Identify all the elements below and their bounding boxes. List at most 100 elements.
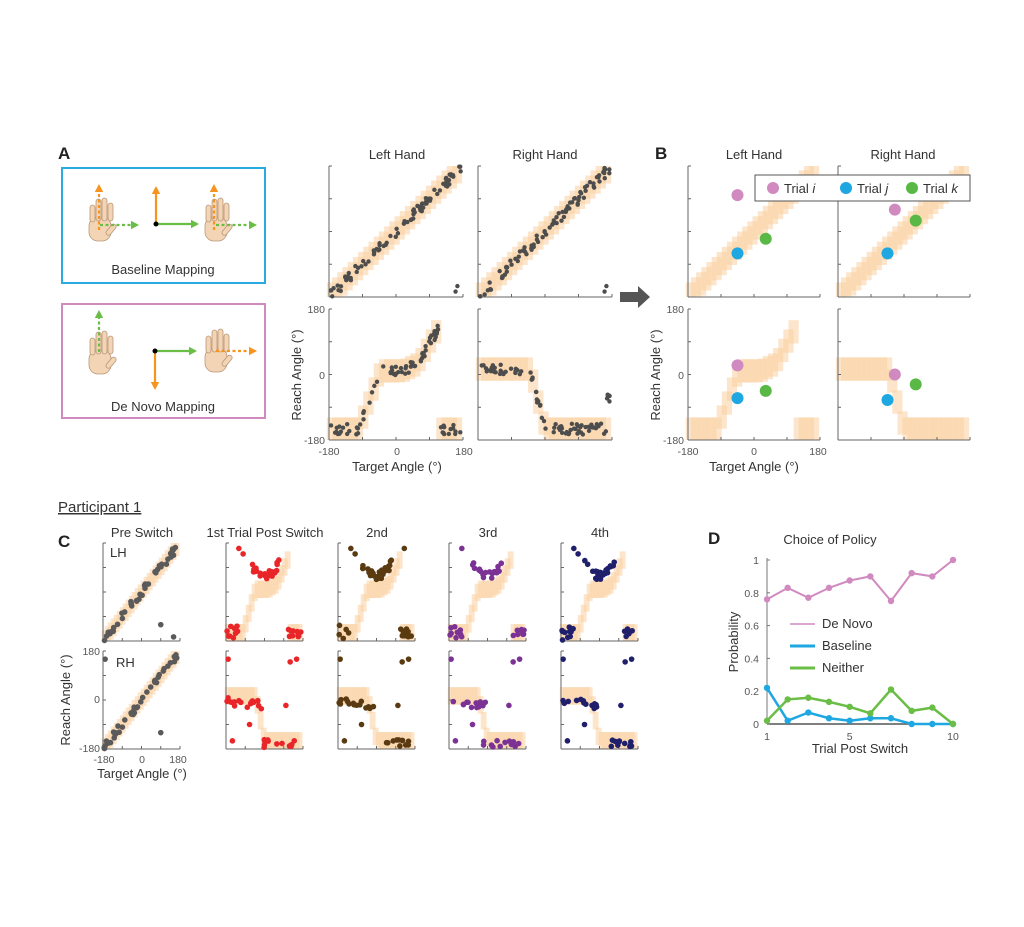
data-point bbox=[515, 367, 520, 373]
d-series-line bbox=[766, 559, 954, 603]
density-cell bbox=[543, 417, 554, 440]
density-cell bbox=[892, 226, 903, 250]
density-heatmap bbox=[685, 320, 820, 440]
data-point bbox=[519, 369, 524, 374]
data-point bbox=[385, 563, 392, 569]
data-point bbox=[115, 723, 121, 729]
data-point bbox=[389, 365, 395, 370]
b-plot-bottom-left bbox=[685, 308, 821, 441]
finger bbox=[205, 335, 212, 354]
finger bbox=[101, 197, 108, 222]
density-cell bbox=[378, 231, 390, 255]
density-cell bbox=[269, 732, 276, 749]
d-data-point bbox=[908, 720, 915, 728]
data-point bbox=[628, 656, 635, 662]
data-point bbox=[554, 220, 559, 226]
d-data-point bbox=[908, 707, 915, 715]
density-cell bbox=[783, 329, 794, 353]
density-cell bbox=[598, 732, 605, 749]
scatter-points bbox=[328, 323, 463, 437]
data-point bbox=[435, 191, 440, 197]
data-point bbox=[408, 364, 414, 369]
density-cell bbox=[726, 377, 738, 401]
data-point bbox=[607, 393, 612, 399]
data-point bbox=[455, 283, 460, 289]
data-point bbox=[397, 743, 403, 749]
density-cell bbox=[685, 417, 697, 440]
data-point bbox=[514, 631, 521, 638]
data-point bbox=[399, 369, 405, 375]
density-cell bbox=[861, 256, 872, 281]
density-cell bbox=[441, 417, 452, 440]
density-cell bbox=[483, 580, 490, 598]
data-point bbox=[231, 625, 238, 632]
density-cell bbox=[798, 417, 809, 440]
data-point bbox=[591, 185, 597, 190]
data-point bbox=[578, 191, 584, 196]
density-cell bbox=[902, 417, 913, 440]
b-ytick-180: 180 bbox=[666, 304, 684, 316]
data-point bbox=[240, 551, 246, 557]
density-cell bbox=[619, 732, 626, 749]
data-point bbox=[152, 677, 158, 684]
data-point bbox=[340, 425, 346, 430]
data-point bbox=[337, 701, 344, 707]
d-data-point bbox=[763, 596, 771, 603]
data-point bbox=[360, 562, 366, 569]
density-cell bbox=[690, 417, 702, 440]
data-point bbox=[534, 237, 540, 242]
data-point bbox=[372, 383, 377, 389]
data-point bbox=[363, 262, 368, 267]
c-xtick-0: 0 bbox=[139, 754, 145, 766]
data-point bbox=[566, 624, 573, 630]
data-point bbox=[236, 545, 242, 552]
density-cell bbox=[953, 417, 965, 440]
density-cell bbox=[459, 687, 466, 705]
density-cell bbox=[851, 267, 862, 291]
density-cell bbox=[242, 687, 249, 705]
density-cell bbox=[394, 216, 405, 240]
density-cell bbox=[571, 624, 578, 641]
density-cell bbox=[451, 417, 463, 440]
data-point bbox=[348, 545, 354, 552]
data-point bbox=[451, 422, 456, 428]
data-point bbox=[114, 621, 121, 628]
data-point bbox=[573, 426, 578, 432]
density-cell bbox=[272, 732, 279, 749]
density-cell bbox=[381, 732, 388, 749]
density-cell bbox=[492, 578, 499, 596]
scatter-points bbox=[477, 165, 612, 299]
finger bbox=[205, 204, 212, 223]
density-cell bbox=[631, 732, 638, 749]
data-point bbox=[451, 174, 456, 179]
a-ytick-neg180: -180 bbox=[304, 435, 325, 447]
data-point bbox=[395, 702, 401, 709]
density-cell bbox=[363, 687, 370, 705]
d-x-tick-label: 5 bbox=[847, 731, 853, 743]
data-point bbox=[502, 739, 508, 746]
data-point bbox=[583, 188, 588, 193]
data-point bbox=[469, 721, 476, 728]
data-point bbox=[357, 422, 363, 427]
data-point bbox=[441, 430, 446, 435]
origin-dot bbox=[152, 348, 158, 354]
density-cell bbox=[565, 687, 572, 705]
density-cell bbox=[260, 580, 267, 598]
density-cell bbox=[389, 359, 400, 383]
denovo-mapping-box: De Novo Mapping bbox=[61, 303, 266, 419]
data-point bbox=[563, 431, 569, 436]
d-data-point bbox=[929, 573, 936, 580]
data-point bbox=[591, 701, 598, 707]
right-arrow bbox=[155, 346, 197, 356]
d-x-tick-label: 10 bbox=[947, 731, 959, 743]
data-point bbox=[624, 626, 631, 632]
scatter-points bbox=[101, 652, 180, 752]
scatter-points bbox=[336, 656, 412, 749]
density-cell bbox=[342, 624, 349, 641]
data-point bbox=[482, 292, 487, 297]
data-point bbox=[107, 739, 114, 746]
data-point bbox=[559, 430, 565, 436]
data-point bbox=[418, 208, 423, 213]
density-cell bbox=[846, 357, 857, 381]
scatter-points bbox=[448, 656, 523, 750]
